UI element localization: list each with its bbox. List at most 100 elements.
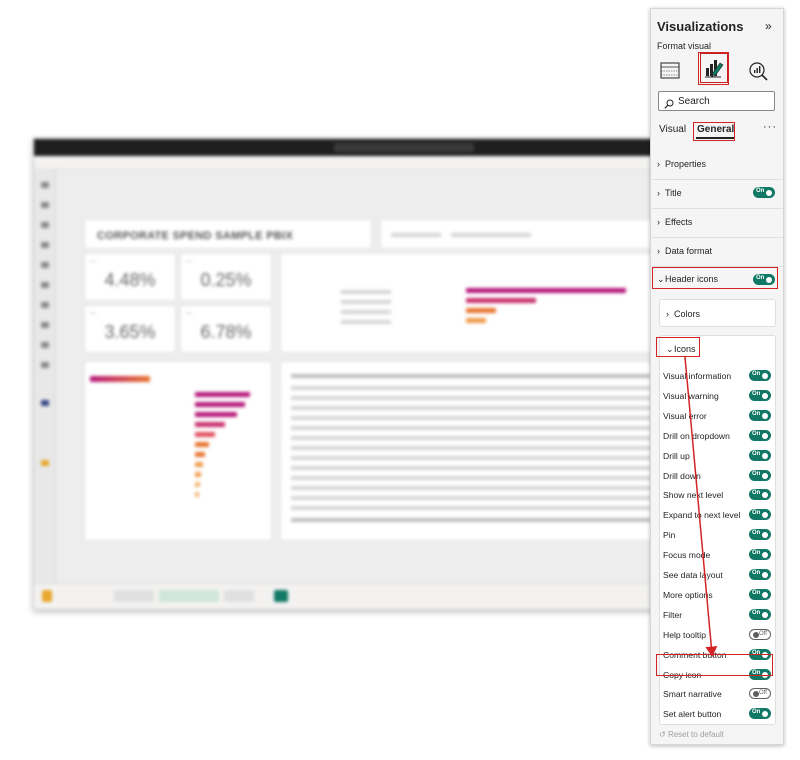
section-data-format[interactable]: › Data format: [657, 246, 712, 256]
icon-row-toggle[interactable]: On: [749, 708, 771, 719]
format-visual-icon[interactable]: [700, 53, 728, 83]
rail-icon: [41, 182, 49, 188]
divider: [652, 237, 783, 238]
icon-row-toggle[interactable]: On: [749, 470, 771, 481]
icons-header[interactable]: ⌄Icons: [666, 344, 696, 355]
report-title-bar: [34, 139, 692, 156]
toggle-knob: [762, 571, 768, 578]
report-background: CORPORATE SPEND SAMPLE PBIX —4.48% —0.25…: [33, 138, 693, 610]
section-effects[interactable]: › Effects: [657, 217, 692, 227]
icon-row-label: Drill up: [663, 451, 690, 461]
icon-row-toggle[interactable]: On: [749, 390, 771, 401]
tab-general[interactable]: General: [697, 124, 735, 135]
rail-icon: [41, 202, 49, 208]
toggle-text: Off: [759, 690, 767, 696]
toggle-text: On: [756, 188, 765, 194]
icon-row-toggle[interactable]: Off: [749, 629, 771, 640]
analytics-icon[interactable]: [745, 56, 773, 86]
icon-row-label: Visual warning: [663, 391, 719, 401]
toggle-knob: [762, 392, 768, 399]
section-header-icons[interactable]: ⌄Header icons: [657, 274, 718, 285]
toggle-knob: [762, 551, 768, 558]
toggle-text: On: [752, 451, 761, 457]
toggle-text: On: [752, 371, 761, 377]
more-options-button[interactable]: ···: [763, 121, 777, 133]
section-label: Title: [665, 188, 682, 198]
undo-icon: ↺: [659, 730, 668, 739]
icon-row-toggle[interactable]: On: [749, 430, 771, 441]
toggle-text: On: [752, 709, 761, 715]
kpi-value: 3.65%: [104, 322, 156, 342]
icon-row-toggle[interactable]: On: [749, 509, 771, 520]
report-left-rail: [34, 170, 56, 609]
search-icon: [664, 96, 674, 109]
rail-icon: [41, 262, 49, 268]
region-bar-chart-tile: [84, 361, 272, 541]
icon-row-toggle[interactable]: On: [749, 549, 771, 560]
icon-row-label: More options: [663, 590, 713, 600]
section-properties[interactable]: › Properties: [657, 159, 706, 169]
kpi-value: 4.48%: [104, 270, 156, 290]
icon-row-toggle[interactable]: On: [749, 450, 771, 461]
icon-row-toggle[interactable]: On: [749, 609, 771, 620]
toggle-text: On: [756, 275, 765, 281]
icon-row-label: Focus mode: [663, 550, 711, 560]
search-input[interactable]: Search: [658, 91, 775, 111]
page-tab: [159, 590, 219, 602]
toggle-text: On: [752, 411, 761, 417]
toggle-knob: [762, 710, 768, 717]
toggle-text: On: [752, 490, 761, 496]
pane-title: Visualizations: [657, 19, 744, 34]
icon-row-toggle[interactable]: On: [749, 489, 771, 500]
header-icons-toggle[interactable]: On: [753, 274, 775, 285]
kpi-card: —0.25%: [180, 253, 272, 301]
icon-row-toggle[interactable]: On: [749, 410, 771, 421]
tab-visual[interactable]: Visual: [659, 124, 687, 135]
reset-to-default-button[interactable]: ↺ Reset to default: [659, 730, 724, 739]
rail-icon: [41, 302, 49, 308]
colors-header: › Colors: [666, 309, 700, 319]
toggle-text: On: [752, 670, 761, 676]
icon-row-toggle[interactable]: On: [749, 529, 771, 540]
icon-row-toggle[interactable]: Off: [749, 688, 771, 699]
toggle-knob: [762, 452, 768, 459]
toggle-knob: [762, 511, 768, 518]
kpi-value: 0.25%: [200, 270, 252, 290]
chevron-right-icon: ›: [657, 217, 660, 227]
toggle-text: On: [752, 610, 761, 616]
visualizations-pane: Visualizations » Format visual: [650, 8, 784, 745]
toggle-text: On: [752, 510, 761, 516]
toggle-text: On: [752, 471, 761, 477]
icon-row-toggle[interactable]: On: [749, 649, 771, 660]
icon-row-toggle[interactable]: On: [749, 669, 771, 680]
section-label: Effects: [665, 217, 693, 227]
colors-card[interactable]: › Colors: [659, 299, 776, 327]
toggle-knob: [762, 611, 768, 618]
toggle-text: On: [752, 530, 761, 536]
section-title[interactable]: › Title: [657, 188, 682, 198]
icon-row-toggle[interactable]: On: [749, 569, 771, 580]
kpi-card: —6.78%: [180, 305, 272, 353]
report-canvas: CORPORATE SPEND SAMPLE PBIX —4.48% —0.25…: [84, 211, 692, 581]
toggle-text: On: [752, 550, 761, 556]
toggle-text: On: [752, 650, 761, 656]
reset-label: Reset to default: [667, 730, 724, 739]
icon-row-label: Expand to next level: [663, 510, 741, 520]
toggle-knob: [762, 412, 768, 419]
icon-row-toggle[interactable]: On: [749, 589, 771, 600]
chevron-down-icon: ⌄: [657, 274, 665, 284]
collapse-pane-button[interactable]: »: [765, 19, 772, 33]
toggle-text: On: [752, 590, 761, 596]
build-visual-icon[interactable]: [657, 56, 685, 86]
report-title-tile: CORPORATE SPEND SAMPLE PBIX: [84, 219, 372, 249]
section-label: Header icons: [665, 274, 719, 284]
title-toggle[interactable]: On: [753, 187, 775, 198]
page-tab: [114, 590, 154, 602]
icon-row-label: Help tooltip: [663, 630, 706, 640]
icon-row-label: Copy icon: [663, 670, 702, 680]
icon-row-toggle[interactable]: On: [749, 370, 771, 381]
toggle-text: On: [752, 391, 761, 397]
kpi-value: 6.78%: [200, 322, 252, 342]
chevron-right-icon: ›: [657, 159, 660, 169]
icon-row-label: Smart narrative: [663, 689, 722, 699]
